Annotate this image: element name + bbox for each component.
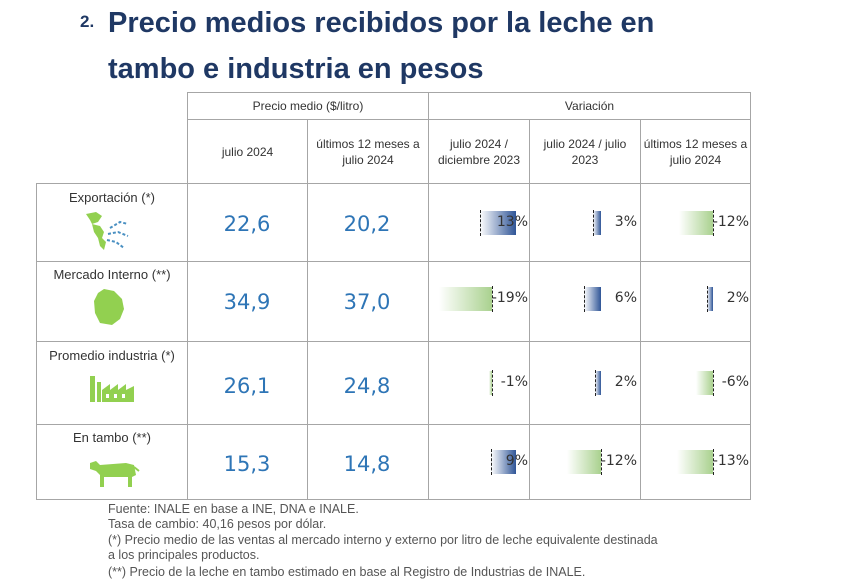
page-title-line2: tambo e industria en pesos: [108, 53, 484, 85]
variation-label: -13%: [712, 453, 749, 469]
header-var-12: últimos 12 meses a julio 2024: [643, 136, 748, 167]
value-mercado-interno-julio: 34,9: [223, 290, 271, 314]
row-label-promedio-industria: Promedio industria (*): [49, 348, 175, 363]
row-label-mercado-interno: Mercado Interno (**): [53, 267, 171, 282]
footnote-asterisk-1-cont: a los principales productos.: [108, 548, 260, 562]
header-variation-group: Variación: [564, 99, 615, 113]
value-exportacion-julio: 22,6: [223, 212, 271, 236]
row-label-en-tambo: En tambo (**): [72, 430, 152, 445]
variation-label: 3%: [614, 214, 637, 230]
value-exportacion-12m: 20,2: [343, 212, 391, 236]
variation-axis-tick: [713, 370, 714, 396]
footnote-source: Fuente: INALE en base a INE, DNA e INALE…: [108, 502, 359, 516]
variation-bar: [567, 450, 601, 474]
variation-axis-tick: [713, 210, 714, 236]
header-var-dec: julio 2024 / diciembre 2023: [437, 136, 521, 167]
row-label-exportacion: Exportación (*): [69, 190, 155, 205]
variation-label: -19%: [491, 290, 528, 306]
value-en-tambo-julio: 15,3: [223, 452, 271, 476]
variation-bar: [480, 211, 516, 235]
variation-axis-tick: [491, 449, 492, 475]
value-mercado-interno-12m: 37,0: [343, 290, 391, 314]
variation-label: -12%: [600, 453, 637, 469]
variation-axis-tick: [492, 286, 493, 312]
variation-label: 2%: [614, 374, 637, 390]
header-var-jul: julio 2024 / julio 2023: [543, 136, 627, 167]
header-price-group: Precio medio ($/litro): [252, 99, 364, 113]
variation-axis-tick: [601, 449, 602, 475]
variation-label: 13%: [496, 214, 528, 230]
page-title-line1: Precio medios recibidos por la leche en: [108, 7, 655, 39]
variation-axis-tick: [595, 370, 596, 396]
value-promedio-industria-julio: 26,1: [223, 374, 271, 398]
variation-bar: [595, 371, 601, 395]
section-number: 2.: [80, 12, 95, 31]
cow-icon: [90, 461, 140, 487]
americas-map-icon: [86, 212, 129, 250]
variation-label: -12%: [712, 214, 749, 230]
variation-bar: [489, 371, 492, 395]
variation-bar: [491, 450, 516, 474]
variation-label: 2%: [726, 290, 749, 306]
footnote-asterisk-1: (*) Precio medio de las ventas al mercad…: [108, 533, 658, 547]
page-title: Precio medios recibidos por la leche en …: [108, 0, 808, 92]
header-ultimos-12-meses: últimos 12 meses a julio 2024: [316, 136, 420, 167]
variation-axis-tick: [492, 370, 493, 396]
variation-bar: [584, 287, 601, 311]
value-en-tambo-12m: 14,8: [343, 452, 391, 476]
footnote-asterisk-2: (**) Precio de la leche en tambo estimad…: [108, 565, 586, 579]
value-promedio-industria-12m: 24,8: [343, 374, 391, 398]
header-julio-2024: julio 2024: [221, 144, 274, 159]
variation-bar: [677, 450, 713, 474]
variation-bar: [593, 211, 601, 235]
footnote-exchange-rate: Tasa de cambio: 40,16 pesos por dólar.: [108, 517, 327, 531]
factory-icon: [90, 376, 134, 402]
uruguay-map-icon: [94, 289, 124, 325]
variation-axis-tick: [593, 210, 594, 236]
variation-label: -1%: [500, 374, 528, 390]
variation-bar: [707, 287, 713, 311]
variation-bar: [439, 287, 492, 311]
variation-axis-tick: [707, 286, 708, 312]
variation-label: 6%: [614, 290, 637, 306]
variation-axis-tick: [713, 449, 714, 475]
variation-axis-tick: [584, 286, 585, 312]
variation-bar: [696, 371, 713, 395]
variation-bar: [679, 211, 713, 235]
variation-label: -6%: [721, 374, 749, 390]
variation-label: 9%: [505, 453, 528, 469]
variation-axis-tick: [480, 210, 481, 236]
